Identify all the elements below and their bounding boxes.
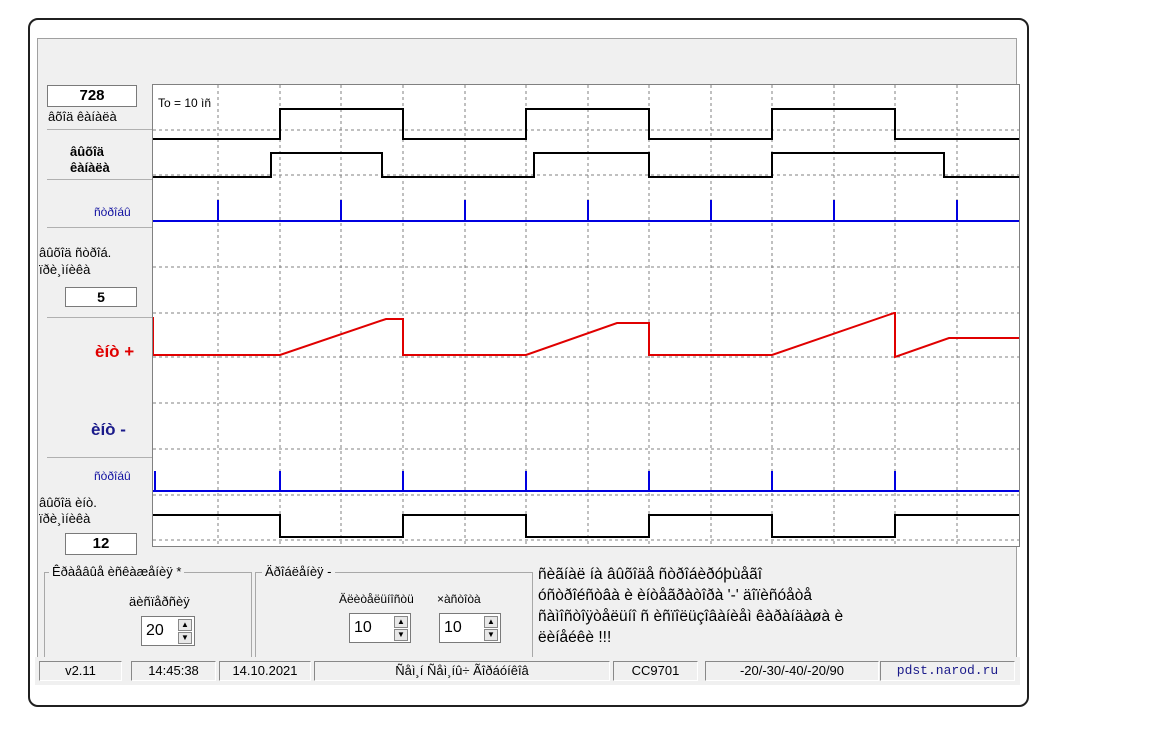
fragmentation-group: Äðîáëåíèÿ - Äëèòåëüíîñòü ×àñòîòà 10 ▲ ▼ …: [255, 564, 533, 672]
dispersion-label: äèñïåðñèÿ: [129, 594, 190, 609]
output-pulse-label-2: ïðè¸ìíèêà: [39, 262, 91, 277]
output-int-label-2: ïðè¸ìíèêà: [39, 511, 91, 526]
spin-up-button[interactable]: ▲: [394, 616, 408, 628]
output-pulse-label-1: âûõîä ñòðîá.: [39, 245, 112, 260]
instruction-text: ñèãíàë íà âûõîäå ñòðîáèðóþùåãî óñòðîéñòâ…: [538, 566, 844, 646]
input-channel-label: âõîä êàíàëà: [48, 109, 117, 124]
frequency-label: ×àñòîòà: [437, 592, 481, 606]
duration-label: Äëèòåëüíîñòü: [339, 592, 414, 606]
output-channel-trace: [153, 152, 1019, 178]
separator: [47, 179, 159, 180]
duration-spinner[interactable]: 10 ▲ ▼: [349, 613, 411, 643]
spin-down-button[interactable]: ▼: [178, 632, 192, 644]
integrator-output-trace: [153, 514, 1019, 538]
top-count-box: 5: [65, 287, 137, 307]
status-center-text: Ñåì¸í Ñåì¸íû÷ Ãîðáóíêîâ: [314, 661, 610, 681]
spin-up-button[interactable]: ▲: [484, 616, 498, 628]
separator: [47, 457, 159, 458]
period-label: To = 10 ìñ: [158, 96, 212, 110]
status-version: v2.11: [39, 661, 122, 681]
app-window: 728 âõîä êàíàëà âûõîä êàíàëà ñòðîáû âûõî…: [28, 18, 1029, 707]
int-plus-label: èíò +: [95, 342, 135, 361]
separator: [47, 227, 159, 228]
pulses-label-top: ñòðîáû: [94, 205, 131, 219]
status-bar: v2.11 14:45:38 14.10.2021 Ñåì¸í Ñåì¸íû÷ …: [35, 657, 1020, 685]
pulses-label-bottom: ñòðîáû: [94, 469, 131, 483]
edge-distortion-title: Êðàåâûå èñêàæåíèÿ *: [49, 564, 185, 579]
input-channel-trace: [153, 108, 1019, 140]
fragmentation-title: Äðîáëåíèÿ -: [262, 564, 335, 579]
status-site: pdst.narod.ru: [880, 661, 1015, 681]
separator: [47, 317, 159, 318]
status-code: CC9701: [613, 661, 698, 681]
output-channel-label-2: êàíàëà: [70, 160, 110, 175]
output-int-label-1: âûõîä èíò.: [39, 495, 97, 510]
counter-value: 728: [79, 87, 105, 104]
spin-up-button[interactable]: ▲: [178, 619, 192, 631]
bottom-count-box: 12: [65, 533, 137, 555]
separator: [47, 129, 159, 130]
counter-box: 728: [47, 85, 137, 107]
top-count-value: 5: [97, 289, 105, 305]
int-minus-label: èíò -: [91, 420, 126, 439]
dispersion-spinner[interactable]: 20 ▲ ▼: [141, 616, 195, 646]
output-channel-label-1: âûõîä: [70, 144, 104, 159]
main-panel: 728 âõîä êàíàëà âûõîä êàíàëà ñòðîáû âûõî…: [37, 38, 1020, 672]
status-levels: -20/-30/-40/-20/90: [705, 661, 879, 681]
integrator-plus-trace: [152, 312, 1019, 359]
status-time: 14:45:38: [131, 661, 216, 681]
duration-value: 10: [354, 619, 372, 636]
status-date: 14.10.2021: [219, 661, 311, 681]
dispersion-value: 20: [146, 622, 164, 639]
edge-distortion-group: Êðàåâûå èñêàæåíèÿ * äèñïåðñèÿ 20 ▲ ▼: [44, 564, 252, 672]
bottom-count-value: 12: [92, 535, 110, 552]
timing-diagram-svg: [152, 85, 1019, 546]
timing-diagram: To = 10 ìñ: [152, 84, 1020, 547]
frequency-value: 10: [444, 619, 462, 636]
spin-down-button[interactable]: ▼: [394, 629, 408, 641]
spin-down-button[interactable]: ▼: [484, 629, 498, 641]
frequency-spinner[interactable]: 10 ▲ ▼: [439, 613, 501, 643]
